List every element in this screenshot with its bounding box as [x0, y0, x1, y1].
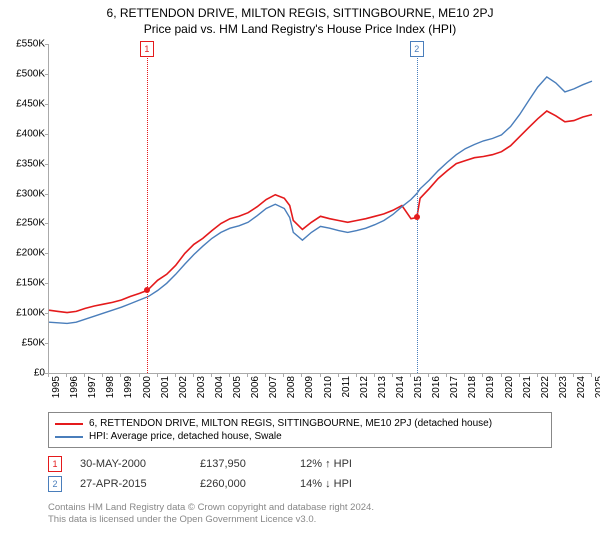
- sale-row: 2 27-APR-2015£260,00014% ↓ HPI: [48, 474, 552, 494]
- x-tick-label: 2011: [341, 376, 352, 398]
- x-tick-label: 2002: [178, 376, 189, 398]
- x-tick-label: 2008: [286, 376, 297, 398]
- y-tick-label: £500K: [16, 68, 45, 79]
- x-tick-label: 2017: [449, 376, 460, 398]
- sale-price: £137,950: [200, 458, 300, 470]
- x-tick-label: 2019: [485, 376, 496, 398]
- y-tick-label: £300K: [16, 188, 45, 199]
- x-axis: 1995 1996 1997 1998 1999 2000 2001 2002 2003 2004…: [48, 374, 592, 404]
- x-tick-label: 2014: [395, 376, 406, 398]
- y-tick-label: £0: [34, 368, 45, 379]
- sale-price: £260,000: [200, 478, 300, 490]
- sale-marker: 2: [48, 476, 62, 492]
- marker-label: 2: [410, 41, 424, 57]
- footer-attribution: Contains HM Land Registry data © Crown c…: [48, 502, 552, 527]
- x-tick-label: 2015: [413, 376, 424, 398]
- x-tick-label: 1998: [105, 376, 116, 398]
- x-tick-label: 2010: [323, 376, 334, 398]
- x-tick-label: 2021: [522, 376, 533, 398]
- sale-row: 1 30-MAY-2000£137,95012% ↑ HPI: [48, 454, 552, 474]
- x-tick-label: 2013: [377, 376, 388, 398]
- x-tick-label: 2025: [594, 376, 600, 398]
- y-tick-label: £250K: [16, 218, 45, 229]
- x-tick-label: 2005: [232, 376, 243, 398]
- chart-title: 6, RETTENDON DRIVE, MILTON REGIS, SITTIN…: [0, 0, 600, 20]
- sale-date: 30-MAY-2000: [80, 458, 200, 470]
- footer-line-2: This data is licensed under the Open Gov…: [48, 514, 552, 526]
- line-series-svg: [49, 44, 592, 373]
- y-tick-label: £100K: [16, 308, 45, 319]
- y-tick-label: £50K: [22, 338, 45, 349]
- x-tick-label: 2006: [250, 376, 261, 398]
- legend-swatch: [55, 436, 83, 438]
- x-tick-label: 1995: [51, 376, 62, 398]
- x-tick-label: 2012: [359, 376, 370, 398]
- x-tick-label: 1997: [87, 376, 98, 398]
- marker-line: [147, 44, 148, 373]
- y-tick-label: £550K: [16, 39, 45, 50]
- x-tick-label: 2009: [304, 376, 315, 398]
- series-price_paid: [49, 111, 592, 313]
- plot-area: £0£50K£100K£150K£200K£250K£300K£350K£400…: [48, 44, 592, 374]
- x-tick-label: 1999: [123, 376, 134, 398]
- x-tick-label: 2020: [504, 376, 515, 398]
- x-tick-label: 1996: [69, 376, 80, 398]
- y-tick-label: £450K: [16, 98, 45, 109]
- legend-swatch: [55, 423, 83, 425]
- footer-line-1: Contains HM Land Registry data © Crown c…: [48, 502, 552, 514]
- y-tick-label: £200K: [16, 248, 45, 259]
- x-tick-label: 2007: [268, 376, 279, 398]
- chart-area: £0£50K£100K£150K£200K£250K£300K£350K£400…: [48, 44, 592, 404]
- x-tick-label: 2023: [558, 376, 569, 398]
- series-hpi: [49, 77, 592, 324]
- marker-line: [417, 44, 418, 373]
- y-tick-label: £350K: [16, 158, 45, 169]
- sale-date: 27-APR-2015: [80, 478, 200, 490]
- sale-marker: 1: [48, 456, 62, 472]
- legend: 6, RETTENDON DRIVE, MILTON REGIS, SITTIN…: [48, 412, 552, 448]
- sale-diff: 12% ↑ HPI: [300, 458, 420, 470]
- marker-label: 1: [140, 41, 154, 57]
- x-tick-label: 2024: [576, 376, 587, 398]
- sale-dot: [414, 214, 420, 220]
- x-tick-label: 2022: [540, 376, 551, 398]
- x-tick-label: 2001: [160, 376, 171, 398]
- y-tick-label: £400K: [16, 128, 45, 139]
- x-tick-label: 2003: [196, 376, 207, 398]
- legend-row: 6, RETTENDON DRIVE, MILTON REGIS, SITTIN…: [55, 417, 545, 430]
- legend-row: HPI: Average price, detached house, Swal…: [55, 430, 545, 443]
- x-tick-label: 2004: [214, 376, 225, 398]
- legend-label: HPI: Average price, detached house, Swal…: [89, 431, 282, 442]
- y-tick-label: £150K: [16, 278, 45, 289]
- sale-dot: [144, 287, 150, 293]
- x-tick-label: 2016: [431, 376, 442, 398]
- sales-list: 1 30-MAY-2000£137,95012% ↑ HPI 2 27-APR-201…: [48, 454, 552, 494]
- sale-diff: 14% ↓ HPI: [300, 478, 420, 490]
- legend-label: 6, RETTENDON DRIVE, MILTON REGIS, SITTIN…: [89, 418, 492, 429]
- chart-subtitle: Price paid vs. HM Land Registry's House …: [0, 20, 600, 40]
- x-tick-label: 2000: [142, 376, 153, 398]
- x-tick-label: 2018: [467, 376, 478, 398]
